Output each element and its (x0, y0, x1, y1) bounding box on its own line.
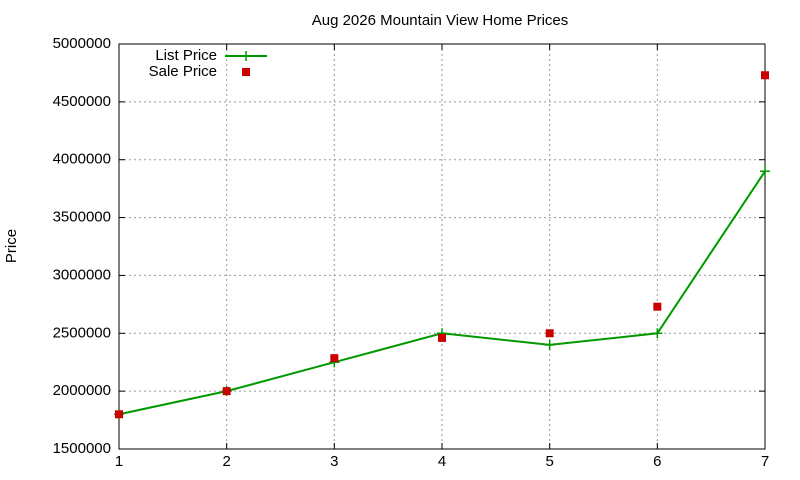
point-marker (761, 71, 769, 80)
y-tick-label: 2000000 (53, 382, 111, 399)
chart-title: Aug 2026 Mountain View Home Prices (312, 12, 569, 29)
point-marker (652, 328, 663, 339)
point-marker (115, 410, 123, 419)
x-tick-label: 5 (545, 453, 553, 470)
y-tick-label: 4000000 (53, 151, 111, 168)
x-tick-label: 4 (438, 453, 446, 470)
x-tick-label: 3 (330, 453, 338, 470)
y-axis-label: Price (3, 229, 20, 263)
x-tick-label: 2 (222, 453, 230, 470)
point-marker (438, 333, 446, 342)
legend-label: Sale Price (149, 63, 217, 80)
y-tick-label: 2500000 (53, 324, 111, 341)
point-marker (330, 354, 339, 363)
point-marker (653, 302, 662, 311)
y-tick-label: 5000000 (53, 35, 111, 52)
plot-border (118, 43, 766, 450)
legend-marker (242, 68, 250, 76)
x-tick-label: 6 (653, 453, 661, 470)
legend-label: List Price (155, 47, 217, 64)
series-line (118, 170, 766, 416)
y-tick-label: 3500000 (53, 209, 111, 226)
point-marker (760, 166, 770, 177)
point-marker (544, 339, 555, 350)
point-marker (545, 329, 554, 338)
point-marker (222, 387, 231, 396)
y-tick-label: 3000000 (53, 266, 111, 283)
y-tick-label: 1500000 (53, 440, 111, 457)
x-tick-label: 1 (115, 453, 123, 470)
x-tick-label: 7 (761, 453, 769, 470)
legend-marker (241, 51, 251, 61)
y-tick-label: 4500000 (53, 93, 111, 110)
